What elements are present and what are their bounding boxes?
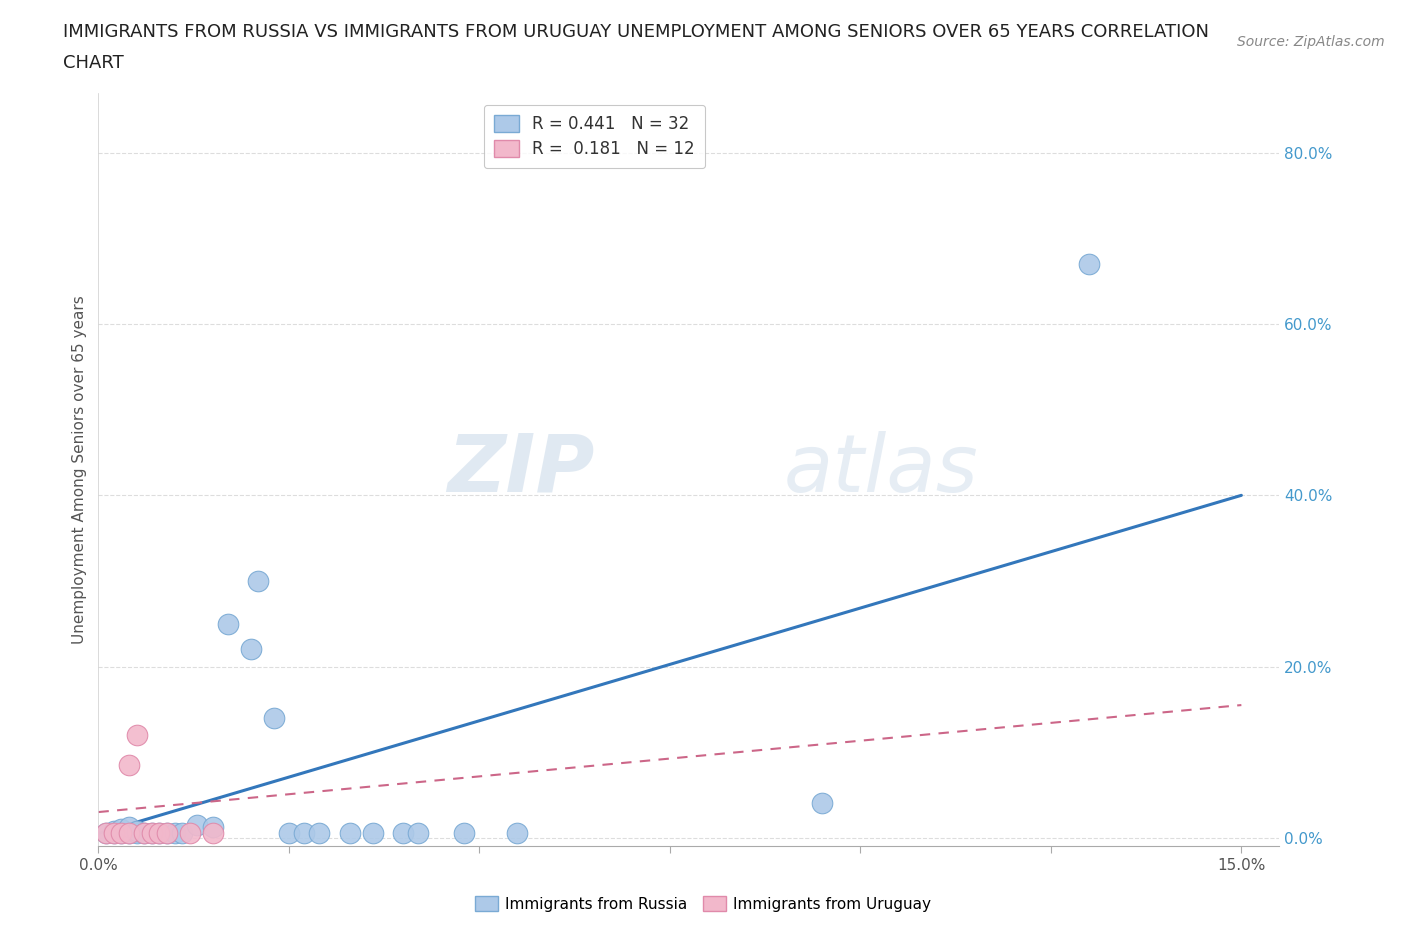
- Point: [247, 574, 270, 589]
- Point: [263, 711, 285, 725]
- Point: [163, 826, 186, 841]
- Point: [94, 826, 117, 841]
- Point: [179, 826, 201, 841]
- Point: [118, 826, 141, 841]
- Point: [125, 823, 148, 838]
- Point: [103, 823, 125, 838]
- Text: CHART: CHART: [63, 54, 124, 72]
- Point: [141, 826, 163, 841]
- Point: [110, 826, 132, 841]
- Point: [186, 817, 208, 832]
- Point: [239, 642, 262, 657]
- Point: [156, 826, 179, 841]
- Point: [125, 727, 148, 742]
- Point: [506, 826, 529, 841]
- Point: [94, 826, 117, 841]
- Point: [1078, 257, 1101, 272]
- Point: [134, 826, 156, 841]
- Point: [361, 826, 384, 841]
- Text: IMMIGRANTS FROM RUSSIA VS IMMIGRANTS FROM URUGUAY UNEMPLOYMENT AMONG SENIORS OVE: IMMIGRANTS FROM RUSSIA VS IMMIGRANTS FRO…: [63, 23, 1209, 41]
- Point: [408, 826, 430, 841]
- Point: [392, 826, 415, 841]
- Point: [156, 826, 179, 841]
- Legend: Immigrants from Russia, Immigrants from Uruguay: Immigrants from Russia, Immigrants from …: [468, 889, 938, 918]
- Point: [148, 826, 170, 841]
- Point: [110, 826, 132, 841]
- Point: [118, 826, 141, 841]
- Point: [277, 826, 299, 841]
- Y-axis label: Unemployment Among Seniors over 65 years: Unemployment Among Seniors over 65 years: [72, 296, 87, 644]
- Point: [148, 826, 170, 841]
- Point: [118, 758, 141, 773]
- Point: [110, 822, 132, 837]
- Point: [217, 617, 239, 631]
- Text: ZIP: ZIP: [447, 431, 595, 509]
- Legend: R = 0.441   N = 32, R =  0.181   N = 12: R = 0.441 N = 32, R = 0.181 N = 12: [484, 105, 704, 168]
- Point: [125, 826, 148, 841]
- Point: [453, 826, 475, 841]
- Point: [103, 826, 125, 841]
- Point: [141, 826, 163, 841]
- Point: [134, 826, 156, 841]
- Point: [811, 796, 834, 811]
- Point: [118, 820, 141, 835]
- Point: [201, 826, 224, 841]
- Text: atlas: atlas: [783, 431, 979, 509]
- Point: [103, 826, 125, 841]
- Point: [308, 826, 330, 841]
- Text: Source: ZipAtlas.com: Source: ZipAtlas.com: [1237, 35, 1385, 49]
- Point: [201, 820, 224, 835]
- Point: [172, 826, 194, 841]
- Point: [339, 826, 361, 841]
- Point: [292, 826, 315, 841]
